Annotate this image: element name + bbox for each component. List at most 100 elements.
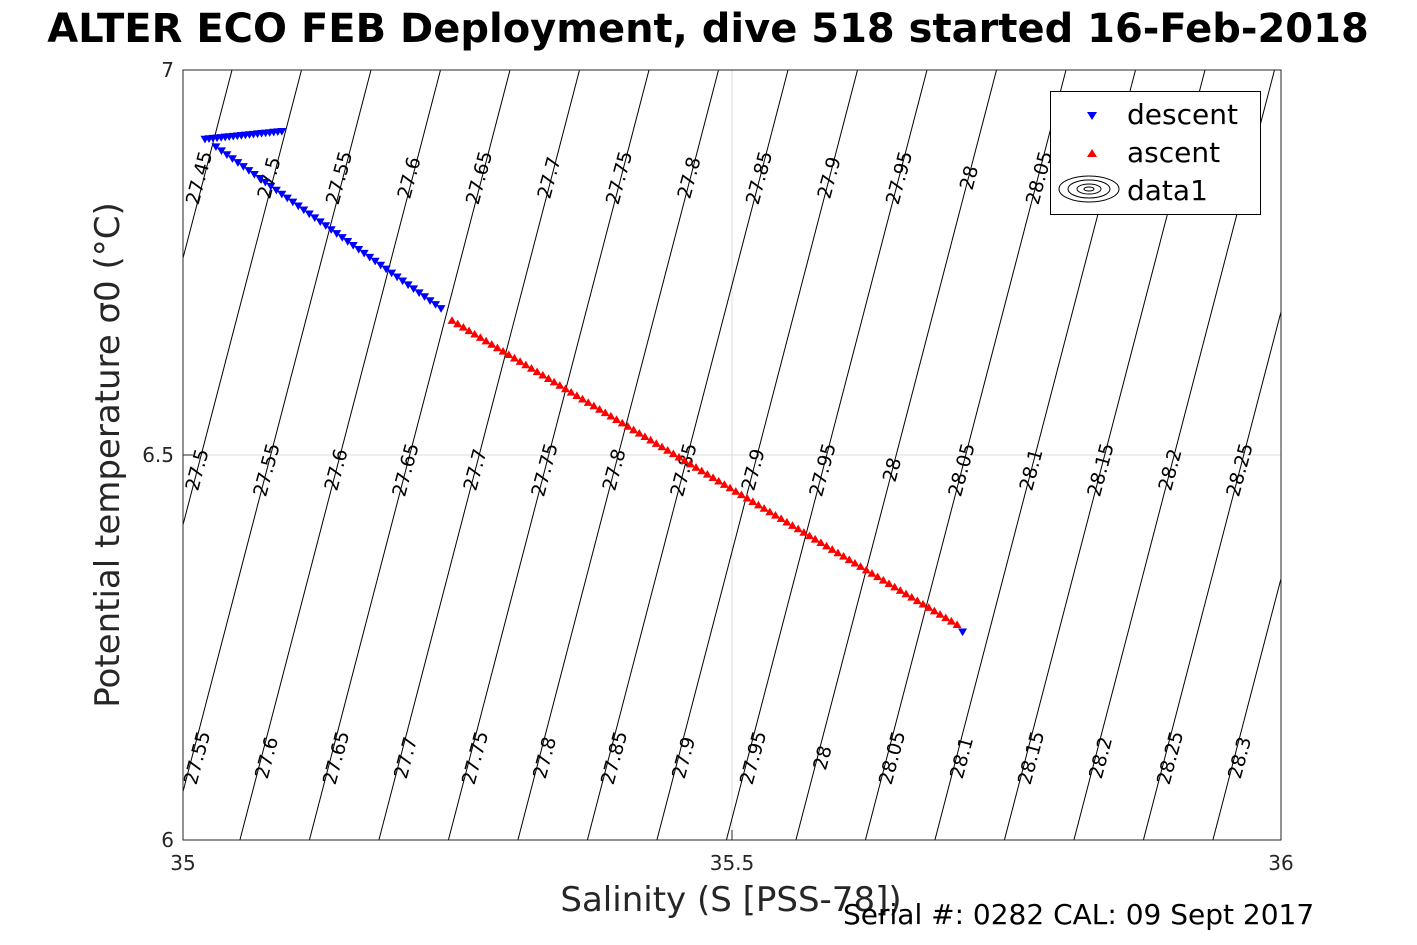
ascent-point [765, 507, 775, 516]
descent-point [315, 218, 325, 226]
ascent-point [770, 510, 780, 519]
descent-point [392, 273, 402, 282]
descent-point [431, 301, 441, 309]
ascent-point [509, 353, 519, 362]
ascent-point [844, 555, 854, 564]
ascent-point [657, 442, 667, 451]
ascent-point [595, 405, 605, 413]
ascent-point [606, 411, 616, 420]
ascent-point [714, 476, 724, 485]
ascent-point [822, 541, 832, 550]
contour-line [447, 69, 650, 841]
descent-point [255, 174, 265, 183]
ascent-point [810, 534, 820, 543]
descent-point [233, 159, 243, 167]
ascent-point [464, 326, 474, 335]
descent-point [277, 190, 287, 199]
ascent-point [572, 391, 582, 400]
legend-item-descent: descent [1051, 96, 1260, 132]
descent-point [288, 198, 298, 207]
ascent-point [487, 340, 497, 348]
ascent-point [901, 589, 911, 598]
descent-point [420, 293, 430, 301]
ascent-point [498, 346, 508, 355]
descent-point [222, 151, 232, 159]
ascent-point [470, 329, 480, 338]
legend-item-data1: data1 [1051, 172, 1260, 208]
axis-ticks: 35 35.5 36 6 6.5 7 [142, 58, 1294, 875]
descent-point [414, 289, 424, 297]
descent-point [244, 167, 254, 175]
ascent-point [793, 524, 803, 533]
ascent-point [748, 497, 758, 505]
ascent-point [475, 333, 485, 341]
descent-point [216, 147, 226, 155]
descent-point [398, 277, 408, 286]
ascent-point [833, 548, 843, 557]
ascent-point [941, 613, 951, 622]
descent-point [238, 163, 248, 171]
x-tick-label: 36 [1268, 851, 1293, 875]
ascent-point [674, 452, 684, 461]
ascent-point [856, 562, 866, 570]
descent-point [381, 265, 391, 274]
ascent-point [458, 323, 468, 331]
legend-label-ascent: ascent [1127, 136, 1221, 169]
descent-point [425, 297, 435, 305]
ascent-point [782, 517, 792, 526]
ascent-point [685, 459, 695, 468]
ascent-point [504, 350, 514, 359]
ascent-point [634, 428, 644, 437]
descent-point [376, 261, 386, 270]
descent-point [409, 285, 419, 294]
contour-line [378, 69, 580, 841]
ascent-point [532, 367, 542, 376]
y-tick-label: 6 [161, 828, 174, 852]
ascent-point [583, 398, 593, 406]
descent-point [249, 171, 259, 179]
ascent-point [640, 432, 650, 441]
y-tick-label: 7 [161, 58, 174, 82]
ascent-point [731, 487, 741, 495]
ascent-point [453, 319, 463, 328]
descent-point [958, 628, 968, 637]
contour-line [182, 69, 233, 259]
ascent-point [878, 575, 888, 584]
contour-line [517, 69, 719, 841]
descent-point [299, 206, 309, 215]
contour-line [1212, 578, 1282, 841]
descent-point [387, 269, 397, 278]
ascent-point [668, 449, 678, 458]
ascent-point [561, 384, 571, 393]
descent-point [321, 222, 331, 230]
ascent-point [447, 316, 457, 324]
contour-icon [1058, 175, 1120, 203]
descent-point [277, 128, 287, 136]
ascent-point [924, 603, 934, 611]
ascent-point [929, 606, 939, 615]
ascent-point [578, 394, 588, 403]
ascent-point [753, 500, 763, 509]
ascent-point [691, 463, 701, 471]
descent-point [370, 257, 380, 266]
y-tick-label: 6.5 [142, 443, 174, 467]
contour-line [182, 69, 302, 525]
ascent-point [873, 572, 883, 581]
descent-point [436, 305, 446, 313]
ascent-point [816, 538, 826, 546]
descent-point [332, 230, 342, 238]
legend-item-ascent: ascent [1051, 134, 1260, 170]
x-axis-label: Salinity (S [PSS-78]) [560, 880, 902, 920]
ascent-point [538, 370, 548, 379]
ascent-point [521, 360, 531, 369]
contour-line [182, 69, 372, 792]
contour-line [656, 69, 858, 841]
data-points [200, 128, 968, 637]
ascent-point [629, 425, 639, 434]
contour-line [308, 69, 511, 841]
ascent-point [827, 545, 837, 553]
ascent-point [623, 422, 633, 430]
legend: descent ascent data1 [1050, 91, 1261, 215]
descent-point [304, 210, 314, 219]
triangle-up-icon [1087, 149, 1097, 157]
